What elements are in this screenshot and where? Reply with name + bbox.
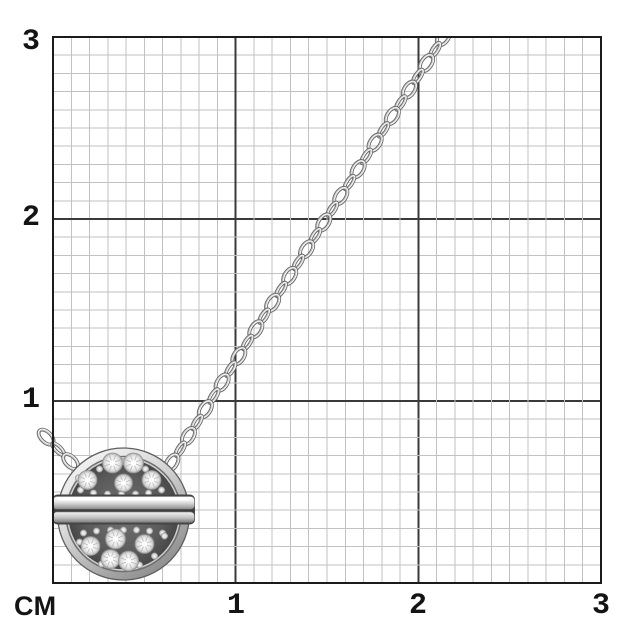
pendant-band [52,494,195,525]
pave-diamonds [74,452,169,572]
x-axis-tick-3cm: 3 [591,589,610,623]
unit-label-cm: СМ [14,591,57,621]
y-axis-tick-2cm: 2 [21,201,40,235]
measurement-grid [53,37,601,583]
round-diamond-pendant [52,447,195,581]
x-axis-tick-2cm: 2 [408,589,427,623]
x-axis-tick-1cm: 1 [226,589,245,623]
cable-chain [36,37,452,473]
necklace-photo [36,37,452,581]
y-axis-tick-1cm: 1 [21,383,40,417]
grid-border [51,35,603,585]
y-axis-tick-3cm: 3 [21,25,40,59]
